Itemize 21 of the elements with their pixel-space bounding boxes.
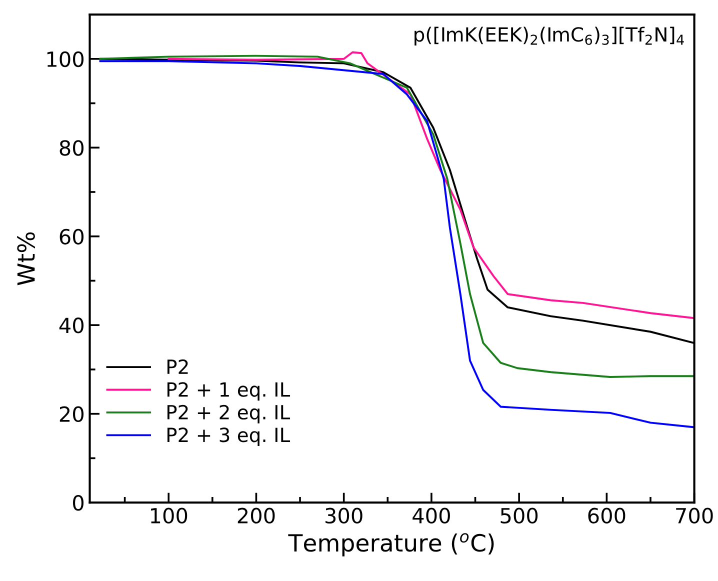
x-tick-label: 100 (151, 508, 188, 524)
text: p([ImK(EEK)$_{2}$(ImC$_{6}$)$_{3}$][Tf$_{2}$N]$_{4}$ (414, 26, 684, 46)
line-series (168, 51, 694, 319)
x-axis-title: Temperature ($^{o}$C) (288, 533, 494, 556)
y-tick-label: 20 (60, 406, 84, 422)
y-tick-label: 60 (60, 228, 84, 245)
legend-label: P2 + 1 eq. IL (167, 382, 290, 401)
x-tick-label: 200 (238, 508, 275, 524)
x-tick-label: 500 (500, 508, 538, 524)
y-tick-label: 0 (73, 495, 84, 511)
x-tick-label: 400 (412, 508, 450, 524)
x-tick-label: 600 (588, 508, 626, 524)
y-tick-label: 40 (59, 318, 84, 334)
x-tick-label: 300 (326, 508, 362, 524)
y-axis-title: Wt% (17, 232, 35, 286)
legend-label: P2 (167, 359, 188, 374)
y-tick-label: 100 (47, 51, 84, 68)
y-tick-label: 80 (60, 140, 84, 156)
legend-label: P2 + 3 eq. IL (167, 428, 290, 446)
legend-label: P2 + 2 eq. IL (167, 404, 290, 424)
x-tick-label: 700 (676, 508, 713, 524)
